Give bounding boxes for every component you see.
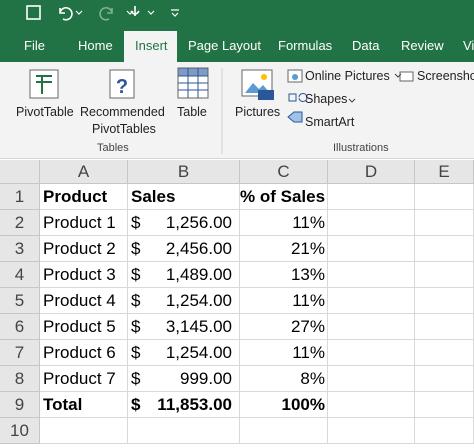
tab[interactable]: Data: [352, 38, 380, 53]
group-label: Illustrations: [333, 142, 389, 154]
ribbon-button-label[interactable]: PivotTables: [92, 122, 156, 136]
pivottable-icon[interactable]: [29, 69, 59, 99]
customize-icon[interactable]: [171, 9, 179, 17]
cell[interactable]: 21%: [290, 239, 325, 258]
row-header[interactable]: 10: [0, 418, 40, 444]
row-header[interactable]: 5: [0, 288, 40, 314]
gridline: [40, 261, 474, 262]
gridline: [40, 443, 474, 444]
ribbon-button-label[interactable]: Recommended: [80, 105, 165, 119]
gridline: [40, 417, 474, 418]
cell[interactable]: Total: [43, 395, 83, 414]
row-header[interactable]: 7: [0, 340, 40, 366]
cell[interactable]: 8%: [300, 369, 325, 388]
cell-currency[interactable]: $: [131, 369, 141, 388]
cell[interactable]: 27%: [290, 317, 325, 336]
ribbon-button-label[interactable]: Screenshot: [417, 69, 474, 83]
cell-currency[interactable]: $: [131, 291, 141, 310]
cell-amount[interactable]: 1,254.00: [165, 291, 232, 310]
cell-currency[interactable]: $: [131, 239, 141, 258]
ribbon: [0, 62, 474, 159]
cell-amount[interactable]: 3,145.00: [165, 317, 232, 336]
group-label: Tables: [97, 142, 129, 154]
cell[interactable]: 11%: [292, 291, 325, 310]
gridline: [327, 184, 328, 444]
cell-amount[interactable]: 1,489.00: [165, 265, 232, 284]
tab[interactable]: Page Layout: [188, 38, 262, 53]
cell[interactable]: Product 3: [43, 265, 116, 284]
tab[interactable]: Formulas: [278, 38, 333, 53]
column-header[interactable]: E: [415, 160, 474, 184]
cell-amount[interactable]: 1,256.00: [165, 213, 232, 232]
cell[interactable]: Product 1: [43, 213, 116, 232]
cell[interactable]: % of Sales: [240, 187, 326, 206]
ribbon-button-label[interactable]: Shapes: [305, 92, 348, 106]
cell-currency[interactable]: $: [131, 343, 141, 362]
row-header[interactable]: 2: [0, 210, 40, 236]
gridline: [40, 339, 474, 340]
cell-amount[interactable]: 999.00: [180, 369, 232, 388]
column-header[interactable]: A: [40, 160, 128, 184]
ribbon-icons: ?: [29, 67, 414, 154]
cell-amount[interactable]: 2,456.00: [165, 239, 232, 258]
cell-amount[interactable]: 11,853.00: [157, 395, 232, 414]
tab[interactable]: Vi: [463, 38, 474, 53]
gridline: [40, 209, 474, 210]
recommended-icon[interactable]: [109, 69, 135, 99]
select-all[interactable]: [0, 160, 40, 184]
tab[interactable]: Insert: [135, 38, 168, 53]
cell[interactable]: Product 5: [43, 317, 116, 336]
cell-currency[interactable]: $: [131, 395, 141, 414]
cell-currency[interactable]: $: [131, 317, 141, 336]
row-header[interactable]: 4: [0, 262, 40, 288]
cell[interactable]: 100%: [281, 395, 325, 414]
tab[interactable]: File: [24, 38, 45, 53]
tab[interactable]: Home: [78, 38, 113, 53]
gridline: [40, 287, 474, 288]
cell[interactable]: Product 6: [43, 343, 116, 362]
tab[interactable]: Review: [401, 38, 444, 53]
row-header[interactable]: 8: [0, 366, 40, 392]
gridline: [40, 365, 474, 366]
cell[interactable]: Product 2: [43, 239, 116, 258]
cell[interactable]: 11%: [292, 343, 325, 362]
cell[interactable]: Sales: [131, 187, 176, 206]
quick-access-toolbar: [26, 5, 179, 21]
ribbon-button-label[interactable]: Table: [177, 105, 207, 119]
row-header[interactable]: 1: [0, 184, 40, 210]
cell[interactable]: Product: [43, 187, 108, 206]
cell[interactable]: Product 4: [43, 291, 116, 310]
gridline: [40, 391, 474, 392]
ribbon-button-label[interactable]: Pictures: [235, 105, 281, 119]
screenshot-icon[interactable]: [399, 71, 414, 82]
svg-text:?: ?: [116, 76, 128, 98]
column-header[interactable]: B: [128, 160, 240, 184]
cell-amount[interactable]: 1,254.00: [165, 343, 232, 362]
selected-tab-bg: [124, 31, 177, 63]
row-header[interactable]: 3: [0, 236, 40, 262]
column-header[interactable]: C: [240, 160, 328, 184]
column-header[interactable]: D: [328, 160, 415, 184]
row-header[interactable]: 6: [0, 314, 40, 340]
gridline: [239, 184, 240, 444]
ribbon-button-label[interactable]: PivotTable: [16, 105, 74, 119]
gridline: [414, 184, 415, 444]
gridline: [40, 313, 474, 314]
cell-currency[interactable]: $: [131, 213, 141, 232]
cell-currency[interactable]: $: [131, 265, 141, 284]
ribbon-button-label[interactable]: Online Pictures: [305, 69, 390, 83]
cell[interactable]: 11%: [292, 213, 325, 232]
ribbon-button-label[interactable]: SmartArt: [305, 115, 355, 129]
cell[interactable]: 13%: [290, 265, 325, 284]
save-icon[interactable]: [26, 5, 41, 20]
row-header[interactable]: 9: [0, 392, 40, 418]
undo-icon[interactable]: [59, 6, 73, 21]
cell[interactable]: Product 7: [43, 369, 116, 388]
gridline: [40, 235, 474, 236]
title-bar: [0, 0, 474, 62]
redo-icon: [99, 6, 113, 21]
gridline: [127, 184, 128, 444]
